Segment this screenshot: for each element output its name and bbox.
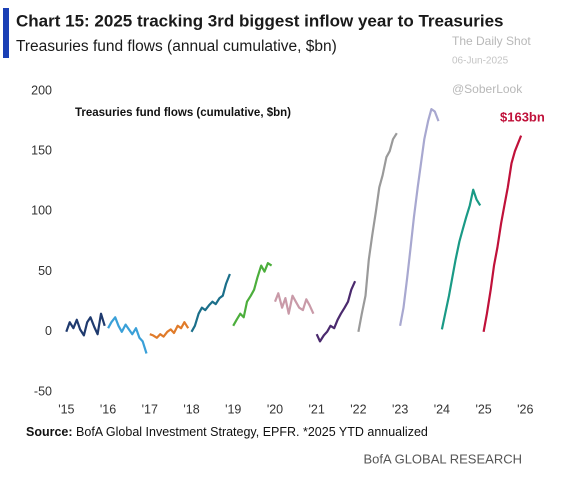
series-line [399,108,440,327]
x-tick-label: '16 [100,402,116,416]
y-tick-label: 100 [31,204,52,218]
series-line [482,135,523,332]
inner-label: Treasuries fund flows (cumulative, $bn) [75,107,291,119]
watermark: 06-Jun-2025 [452,56,509,67]
source: Source: BofA Global Investment Strategy,… [26,425,428,439]
x-tick-label: '20 [267,402,283,416]
title-bar [3,8,9,58]
series-line [273,292,315,315]
watermark: The Daily Shot [452,34,531,48]
chart-subtitle: Treasuries fund flows (annual cumulative… [16,38,337,55]
footer: BofA GLOBAL RESEARCH [364,451,522,466]
x-tick-label: '24 [434,402,450,416]
source-label: Source: [26,425,73,439]
y-tick-label: 150 [31,144,52,158]
series-line [190,273,231,333]
x-tick-label: '23 [392,402,408,416]
x-tick-label: '21 [309,402,325,416]
chart-title: Chart 15: 2025 tracking 3rd biggest infl… [16,11,504,30]
series-line [440,188,482,330]
value-annotation: $163bn [500,109,545,124]
y-tick-label: 200 [31,83,52,97]
series-line [149,321,190,339]
x-tick-label: '25 [475,402,491,416]
source-text: BofA Global Investment Strategy, EPFR. *… [76,425,428,439]
x-tick-label: '19 [225,402,241,416]
watermark: @SoberLook [452,82,523,96]
y-tick-label: -50 [34,384,52,398]
x-tick-label: '26 [517,402,533,416]
x-tick-label: '17 [142,402,158,416]
y-tick-label: 0 [45,324,52,338]
series-line [107,316,148,354]
series-line [232,262,273,327]
series-line [357,132,398,333]
x-tick-label: '15 [58,402,74,416]
x-tick-label: '18 [183,402,199,416]
x-tick-label: '22 [350,402,366,416]
series-line [65,312,106,337]
series-line [315,280,357,343]
y-tick-label: 50 [38,264,52,278]
